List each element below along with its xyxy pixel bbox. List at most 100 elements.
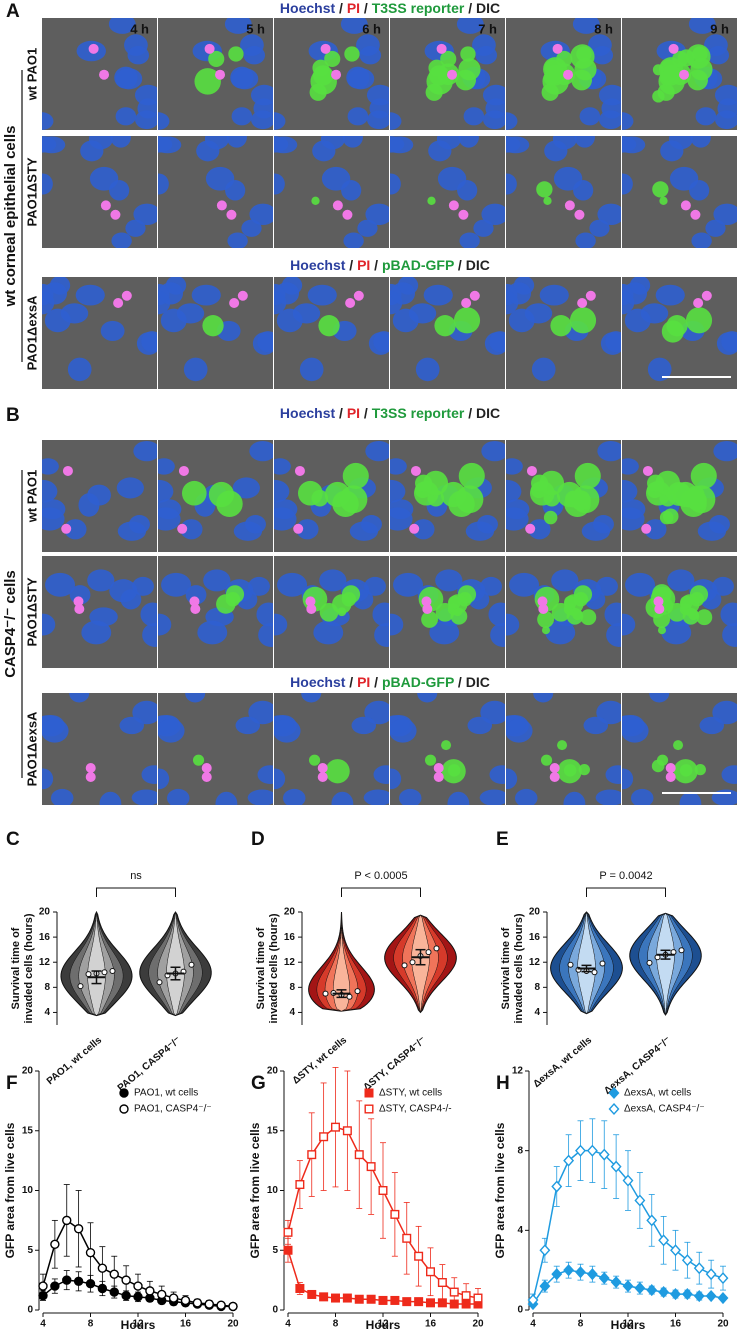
y-tick-label: 4 (534, 1007, 540, 1018)
nucleus (42, 136, 66, 154)
marker (658, 1234, 670, 1247)
nucleus (116, 477, 144, 499)
nucleus (390, 718, 417, 743)
pi-nucleus (317, 772, 328, 783)
nucleus (133, 440, 157, 462)
marker (586, 1144, 598, 1157)
y-axis-label: Survival time of (500, 927, 512, 1009)
micrograph (506, 556, 621, 668)
replicate-point (322, 990, 329, 997)
micrograph (158, 693, 273, 805)
gfp-signal (673, 740, 684, 751)
marker (634, 1282, 646, 1295)
pi-nucleus (549, 763, 560, 774)
nucleus (480, 576, 502, 596)
micrograph (506, 136, 621, 248)
nucleus (390, 458, 407, 475)
gfp-signal (659, 196, 668, 205)
marker (307, 1289, 317, 1299)
nucleus (622, 458, 639, 475)
pi-nucleus (577, 298, 588, 309)
nucleus (699, 716, 725, 735)
nucleus (583, 716, 609, 735)
channel-name: PI (347, 0, 360, 16)
micrograph (390, 693, 505, 805)
panel-label: C (6, 829, 20, 850)
nucleus (301, 693, 322, 703)
nucleus (203, 569, 231, 592)
x-tick-label: 16 (425, 1319, 437, 1330)
marker (283, 1245, 293, 1255)
y-axis-label: invaded cells (hours) (268, 913, 280, 1023)
gfp-signal (539, 470, 565, 496)
channel-name: / DIC (464, 0, 500, 16)
pi-nucleus (461, 298, 472, 309)
nucleus (247, 789, 273, 805)
nucleus (299, 357, 324, 382)
y-tick-label: 4 (289, 1007, 295, 1018)
x-tick-label: 16 (180, 1319, 192, 1330)
gfp-signal (690, 462, 717, 490)
gfp-signal (652, 181, 669, 198)
pi-nucleus (552, 43, 563, 54)
nucleus (89, 166, 119, 191)
nucleus (161, 572, 192, 597)
y-tick-label: 20 (284, 907, 296, 918)
nucleus (514, 788, 538, 805)
replicate-point (425, 949, 432, 956)
legend-label: ΔSTY, CASP4-/- (379, 1104, 452, 1115)
nucleus (707, 46, 730, 65)
pi-nucleus (679, 69, 690, 80)
y-axis-label: GFP area from live cells (493, 1122, 507, 1258)
nucleus (226, 136, 247, 148)
nucleus (343, 232, 364, 248)
nucleus (475, 46, 498, 65)
replicate-point (101, 969, 108, 976)
nucleus (563, 791, 586, 805)
y-tick-label: 12 (529, 957, 541, 968)
marker (331, 1293, 341, 1303)
nucleus (429, 620, 460, 645)
nucleus (390, 173, 401, 195)
marker (366, 1162, 376, 1172)
pi-nucleus (317, 763, 328, 774)
nucleus (141, 765, 157, 784)
nucleus (158, 112, 170, 130)
nucleus (481, 203, 505, 226)
nucleus (357, 219, 378, 237)
x-tick-label: 20 (472, 1319, 484, 1330)
nucleus (191, 284, 221, 306)
nucleus (715, 110, 737, 130)
gfp-signal (460, 46, 476, 62)
violin-shade (166, 911, 185, 1017)
time-label: 4 h (130, 21, 149, 36)
time-label: 9 h (710, 21, 729, 36)
marker (586, 1268, 598, 1281)
nucleus (274, 173, 285, 195)
pi-nucleus (537, 596, 548, 607)
marker (426, 1298, 436, 1308)
micrograph (42, 693, 157, 805)
nucleus (142, 622, 157, 647)
y-tick-label: 15 (22, 1125, 34, 1136)
marker (610, 1276, 622, 1289)
nucleus (340, 18, 368, 34)
nucleus (481, 440, 505, 462)
marker (575, 1266, 586, 1279)
violin-shade (656, 912, 675, 1016)
marker (331, 1122, 341, 1132)
x-tick-label: PAO1, wt cells (45, 1035, 105, 1088)
micrograph (506, 18, 621, 130)
gfp-signal (458, 58, 481, 81)
nucleus (721, 331, 737, 353)
time-label: 7 h (478, 21, 497, 36)
gfp-signal (434, 315, 456, 337)
gfp-signal (557, 740, 568, 751)
gfp-signal (424, 754, 437, 766)
marker (414, 1251, 424, 1261)
nucleus (87, 569, 115, 592)
marker (62, 1215, 72, 1226)
